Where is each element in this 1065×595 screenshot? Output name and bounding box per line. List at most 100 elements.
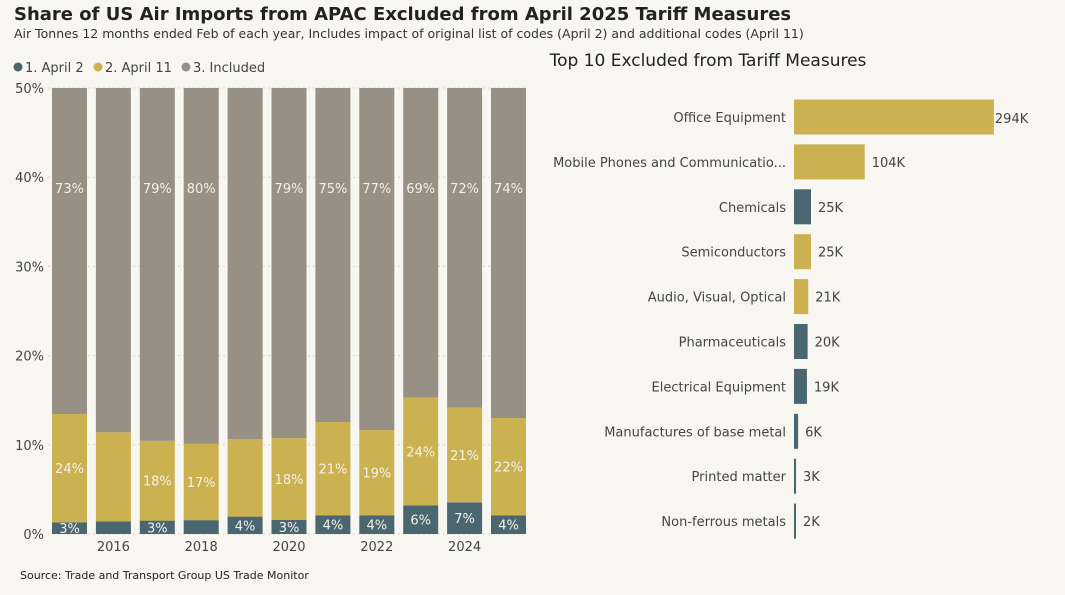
y-tick-label: 30% (15, 260, 44, 275)
legend-label: 1. April 2 (25, 61, 84, 76)
data-label: 22% (494, 461, 523, 476)
bar-segment (183, 88, 219, 444)
x-tick-label: 2022 (360, 540, 393, 555)
legend: 1. April 2 2. April 11 3. Included (13, 61, 265, 76)
value-label: 294K (995, 112, 1029, 127)
bar-segment (271, 88, 307, 439)
bar-segment (315, 88, 351, 423)
value-label: 2K (803, 515, 820, 530)
data-label: 72% (450, 182, 479, 197)
data-label: 24% (55, 462, 84, 477)
value-label: 3K (803, 470, 820, 485)
category-label: Office Equipment (673, 111, 786, 126)
data-label: 21% (450, 449, 479, 464)
x-tick-label: 2016 (97, 540, 130, 555)
bar-segment (447, 407, 483, 503)
category-label: Mobile Phones and Communicatio... (553, 156, 786, 171)
bar-segment (315, 422, 351, 516)
hbar (794, 279, 809, 315)
data-label: 7% (454, 512, 475, 527)
data-label: 77% (362, 182, 391, 197)
bar-segment (491, 88, 526, 419)
bar-segment (183, 520, 219, 534)
data-label: 80% (187, 182, 216, 197)
hbar-chart-title: Top 10 Excluded from Tariff Measures (549, 51, 867, 71)
legend-swatch (13, 62, 23, 72)
bar-segment (447, 88, 483, 408)
value-label: 21K (815, 291, 841, 306)
value-label: 25K (818, 246, 844, 261)
bar-segment (95, 521, 131, 534)
category-label: Manufactures of base metal (604, 425, 786, 440)
source-note: Source: Trade and Transport Group US Tra… (20, 569, 309, 582)
bar-segment (227, 88, 263, 440)
hbar (794, 413, 799, 449)
category-label: Non-ferrous metals (661, 515, 786, 530)
data-label: 4% (235, 519, 256, 534)
bar-segment (491, 418, 526, 516)
hbar (794, 99, 994, 135)
bar-segment (403, 397, 439, 506)
legend-swatch (181, 62, 191, 72)
value-label: 104K (872, 156, 906, 171)
bar-segment (227, 516, 263, 534)
data-label: 75% (318, 182, 347, 197)
value-label: 20K (815, 336, 841, 351)
bar-segment (95, 88, 131, 433)
category-label: Printed matter (692, 470, 787, 485)
hbar (794, 189, 811, 225)
bar-segment (447, 502, 483, 534)
data-label: 21% (318, 463, 347, 478)
hbar (794, 503, 796, 539)
x-tick-label: 2024 (448, 540, 481, 555)
y-tick-label: 0% (23, 528, 44, 543)
hbar (794, 368, 807, 404)
legend-label: 2. April 11 (105, 61, 172, 76)
value-label: 19K (814, 380, 840, 395)
bar-segment (359, 515, 395, 534)
bar-segment (139, 520, 175, 534)
bar-segment (52, 88, 87, 415)
bar-segment (139, 440, 175, 521)
legend-label: 3. Included (193, 61, 265, 76)
data-label: 4% (323, 519, 344, 534)
data-label: 3% (59, 522, 80, 537)
chart-title: Share of US Air Imports from APAC Exclud… (14, 4, 792, 25)
hbar (794, 144, 865, 180)
data-label: 4% (498, 519, 519, 534)
y-tick-label: 50% (15, 82, 44, 97)
bar-segment (139, 88, 175, 441)
bar-segment (95, 432, 131, 522)
data-label: 69% (406, 182, 435, 197)
stacked-bar-chart: 0% 10% 20% 30% 40% 50% 3% 24% 73% 3% 18% 79% 17% 80% 4… (15, 82, 528, 555)
bar-segment (271, 438, 307, 520)
data-label: 17% (187, 476, 216, 491)
bar-segment (359, 88, 395, 431)
y-tick-label: 20% (15, 350, 44, 365)
bar-segment (183, 443, 219, 521)
data-label: 18% (143, 475, 172, 490)
category-label: Electrical Equipment (652, 380, 786, 395)
data-label: 19% (362, 467, 391, 482)
bar-segment (271, 519, 307, 534)
value-label: 25K (818, 201, 844, 216)
data-label: 3% (279, 521, 300, 536)
category-label: Semiconductors (681, 246, 786, 261)
hbar (794, 324, 808, 359)
legend-swatch (93, 62, 103, 72)
category-label: Chemicals (719, 201, 786, 216)
x-tick-label: 2020 (272, 540, 305, 555)
data-label: 79% (275, 182, 304, 197)
bar-segment (52, 522, 87, 534)
data-label: 24% (406, 445, 435, 460)
data-label: 74% (494, 182, 523, 197)
data-label: 4% (366, 519, 387, 534)
bar-segment (359, 430, 395, 516)
y-tick-label: 10% (15, 439, 44, 454)
bar-segment (52, 414, 87, 523)
bar-segment (403, 88, 439, 398)
data-label: 73% (55, 182, 84, 197)
data-label: 79% (143, 182, 172, 197)
category-label: Audio, Visual, Optical (648, 291, 786, 306)
